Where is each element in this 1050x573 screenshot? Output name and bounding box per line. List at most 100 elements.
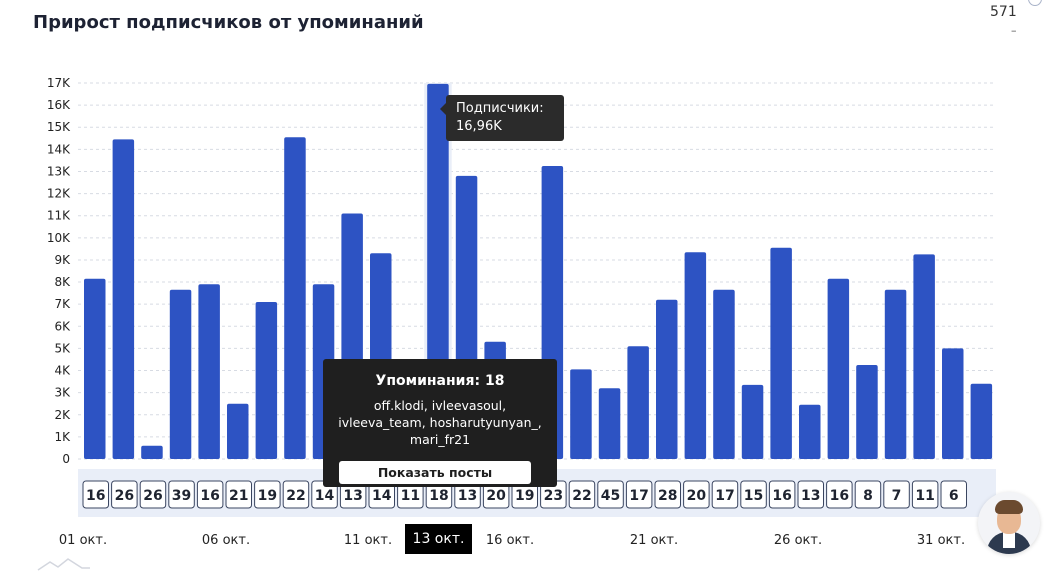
bar[interactable] bbox=[970, 383, 993, 459]
mention-count-label: 8 bbox=[863, 488, 873, 504]
bar[interactable] bbox=[169, 289, 192, 459]
count-dash: – bbox=[1011, 24, 1017, 37]
mention-count-cell[interactable]: 16 bbox=[826, 480, 853, 509]
mention-count-cell[interactable]: 23 bbox=[540, 480, 567, 509]
y-tick-label: 2K bbox=[54, 408, 71, 422]
x-date-label: 01 окт. bbox=[59, 533, 107, 548]
mention-count-cell[interactable]: 13 bbox=[797, 480, 824, 509]
y-tick-label: 10K bbox=[47, 231, 71, 245]
mountain-logo-icon bbox=[37, 558, 90, 571]
mention-count-cell[interactable]: 16 bbox=[82, 480, 109, 509]
mention-count-label: 11 bbox=[401, 488, 420, 504]
bar[interactable] bbox=[741, 384, 764, 459]
bar[interactable] bbox=[942, 348, 964, 459]
mention-count-cell[interactable]: 18 bbox=[425, 480, 453, 509]
bar[interactable] bbox=[227, 403, 249, 459]
bar[interactable] bbox=[827, 278, 850, 459]
mention-count-box bbox=[139, 480, 167, 509]
mention-count-cell[interactable]: 14 bbox=[311, 480, 338, 509]
mention-count-box bbox=[254, 480, 281, 509]
bar[interactable] bbox=[770, 247, 792, 459]
bar[interactable] bbox=[141, 445, 163, 459]
bar[interactable] bbox=[856, 365, 878, 459]
bar[interactable] bbox=[598, 388, 621, 459]
bar[interactable] bbox=[627, 346, 649, 459]
mention-count-label: 45 bbox=[601, 488, 620, 504]
mention-count-cell[interactable]: 16 bbox=[196, 480, 224, 509]
mention-count-box bbox=[625, 480, 653, 509]
mention-count-label: 16 bbox=[772, 488, 791, 504]
mention-count-cell[interactable]: 13 bbox=[339, 480, 367, 509]
y-tick-label: 14K bbox=[47, 142, 71, 156]
y-tick-label: 5K bbox=[54, 341, 71, 355]
mention-count-label: 20 bbox=[687, 488, 707, 504]
mention-count-cell[interactable]: 22 bbox=[282, 480, 310, 509]
mention-count-label: 14 bbox=[315, 488, 335, 504]
bar[interactable] bbox=[284, 137, 306, 459]
y-tick-label: 13K bbox=[47, 164, 71, 178]
mention-count-cell[interactable]: 19 bbox=[254, 480, 281, 509]
mention-count-cell[interactable]: 19 bbox=[511, 480, 538, 509]
mention-count-label: 26 bbox=[143, 488, 162, 504]
mention-count-label: 21 bbox=[229, 488, 248, 504]
mention-count-box bbox=[711, 480, 739, 509]
mention-count-cell[interactable]: 39 bbox=[168, 480, 195, 509]
bar[interactable] bbox=[570, 369, 592, 459]
mention-count-cell[interactable]: 16 bbox=[768, 480, 796, 509]
y-tick-label: 15K bbox=[47, 120, 71, 134]
mention-count-box bbox=[940, 480, 967, 509]
y-tick-label: 16K bbox=[47, 98, 71, 112]
mention-count-label: 14 bbox=[372, 488, 392, 504]
mention-count-cell[interactable]: 20 bbox=[482, 480, 510, 509]
mention-count-cell[interactable]: 14 bbox=[368, 480, 395, 509]
x-date-label: 16 окт. bbox=[486, 533, 534, 548]
mention-count-cell[interactable]: 28 bbox=[654, 480, 681, 509]
mention-count-cell[interactable]: 45 bbox=[597, 480, 624, 509]
bar[interactable] bbox=[255, 301, 278, 459]
mention-count-cell[interactable]: 11 bbox=[397, 480, 424, 509]
y-tick-label: 4K bbox=[54, 364, 71, 378]
mention-count-cell[interactable]: 15 bbox=[740, 480, 767, 509]
mention-count-cell[interactable]: 17 bbox=[625, 480, 653, 509]
y-axis-labels: 0 1K 2K 3K 4K 5K 6K 7K 8K 9K 10K 11K 12K 13K 14K 15K 16K… bbox=[47, 76, 71, 466]
mention-count-label: 19 bbox=[515, 488, 534, 504]
mention-count-cell[interactable]: 8 bbox=[854, 480, 882, 509]
y-tick-label: 7K bbox=[54, 297, 71, 311]
mention-count-box bbox=[911, 480, 939, 509]
bar[interactable] bbox=[713, 289, 735, 459]
mention-count-cell[interactable]: 22 bbox=[568, 480, 596, 509]
mention-count-cell[interactable]: 7 bbox=[883, 480, 910, 509]
mention-count-cell[interactable]: 17 bbox=[711, 480, 739, 509]
mentions-tooltip: Упоминания: 18 off.klodi, ivleevasoul, i… bbox=[323, 359, 557, 487]
bar[interactable] bbox=[884, 289, 907, 459]
mention-count-cell[interactable]: 26 bbox=[139, 480, 167, 509]
bar[interactable] bbox=[656, 299, 678, 459]
avatar[interactable] bbox=[978, 492, 1040, 554]
mention-count-label: 39 bbox=[172, 488, 191, 504]
mention-count-cell[interactable]: 11 bbox=[911, 480, 939, 509]
mention-count-label: 19 bbox=[258, 488, 277, 504]
mention-count-label: 28 bbox=[658, 488, 677, 504]
chart-title: Прирост подписчиков от упоминаний bbox=[33, 12, 424, 33]
mention-count-cell[interactable]: 26 bbox=[111, 480, 138, 509]
bar[interactable] bbox=[913, 254, 935, 459]
show-posts-button[interactable]: Показать посты bbox=[339, 461, 531, 484]
mention-count-cell[interactable]: 21 bbox=[225, 480, 252, 509]
y-tick-label: 12K bbox=[47, 187, 71, 201]
bar[interactable] bbox=[198, 284, 220, 459]
bar[interactable] bbox=[84, 278, 106, 459]
mention-count-box bbox=[826, 480, 853, 509]
bar[interactable] bbox=[799, 404, 821, 459]
bar[interactable] bbox=[112, 139, 135, 459]
mention-count-box bbox=[854, 480, 882, 509]
y-tick-label: 1K bbox=[54, 430, 71, 444]
bar[interactable] bbox=[684, 252, 707, 459]
x-date-label: 21 окт. bbox=[630, 533, 678, 548]
mention-count-cell[interactable]: 6 bbox=[940, 480, 967, 509]
mentions-total: 571 bbox=[990, 4, 1017, 20]
y-tick-label: 11K bbox=[47, 209, 71, 223]
mention-count-label: 13 bbox=[343, 488, 362, 504]
mention-count-box bbox=[683, 480, 710, 509]
mention-count-cell[interactable]: 20 bbox=[683, 480, 710, 509]
